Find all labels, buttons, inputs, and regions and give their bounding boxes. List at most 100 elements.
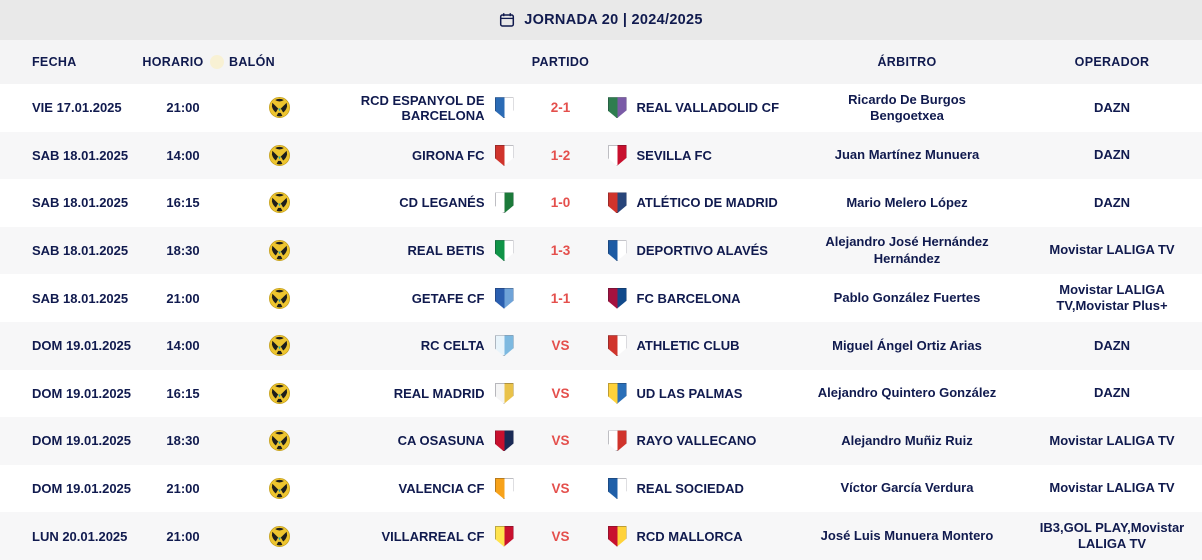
fixture-row[interactable]: LUN 20.01.2025 21:00 VILLARREAL CF VS RC… (0, 512, 1202, 560)
referee-name: Ricardo De Burgos Bengoetxea (848, 91, 966, 123)
fixture-row[interactable]: DOM 19.01.2025 14:00 RC CELTA VS ATHLETI… (0, 321, 1202, 370)
match-time: 16:15 (166, 385, 200, 401)
away-team-name: DEPORTIVO ALAVÉS (636, 243, 768, 259)
away-team-link[interactable]: UD LAS PALMAS (607, 382, 793, 404)
away-team-crest-icon (607, 335, 627, 357)
match-time: 21:00 (166, 100, 200, 116)
fixture-row[interactable]: SAB 18.01.2025 18:30 REAL BETIS 1-3 DEPO… (0, 226, 1202, 275)
home-team-link[interactable]: VALENCIA CF (329, 478, 514, 500)
match-date: LUN 20.01.2025 (32, 528, 128, 544)
away-team-link[interactable]: REAL SOCIEDAD (607, 478, 793, 500)
matchball-icon (268, 144, 290, 166)
away-team-crest-icon (607, 478, 627, 500)
referee-name: Alejandro Muñiz Ruiz (841, 432, 973, 448)
referee-name: Víctor García Verdura (840, 480, 974, 496)
match-cell: VILLARREAL CF VS RCD MALLORCA (329, 525, 793, 547)
table-header-row: FECHA HORARIO BALÓN PARTIDO ÁRBITRO OPER… (0, 40, 1202, 84)
away-team-link[interactable]: ATLÉTICO DE MADRID (607, 192, 793, 214)
header-balon: BALÓN (229, 55, 275, 69)
match-result: VS (551, 481, 570, 497)
away-team-name: RAYO VALLECANO (636, 433, 757, 449)
away-team-name: RCD MALLORCA (636, 528, 743, 544)
home-team-crest-icon (494, 335, 514, 357)
match-cell: CA OSASUNA VS RAYO VALLECANO (329, 430, 793, 452)
operator-name: Movistar LALIGA TV (1049, 242, 1175, 258)
home-team-link[interactable]: RC CELTA (329, 335, 514, 357)
away-team-name: FC BARCELONA (636, 290, 741, 306)
faded-ball-icon (209, 55, 224, 69)
fixture-row[interactable]: DOM 19.01.2025 18:30 CA OSASUNA VS RAYO … (0, 417, 1202, 465)
home-team-link[interactable]: VILLARREAL CF (329, 525, 514, 547)
matchball-icon (268, 240, 290, 262)
away-team-link[interactable]: DEPORTIVO ALAVÉS (607, 240, 793, 262)
match-date: DOM 19.01.2025 (32, 338, 132, 354)
match-cell: REAL MADRID VS UD LAS PALMAS (329, 382, 793, 404)
match-time: 14:00 (166, 338, 200, 354)
match-result: 1-2 (550, 147, 571, 163)
match-date: DOM 19.01.2025 (32, 481, 132, 497)
operator-name: Movistar LALIGA TV (1049, 432, 1175, 448)
away-team-link[interactable]: RCD MALLORCA (607, 525, 793, 547)
away-team-link[interactable]: FC BARCELONA (607, 287, 793, 309)
away-team-crest-icon (607, 240, 627, 262)
away-team-link[interactable]: RAYO VALLECANO (607, 430, 793, 452)
match-time: 21:00 (166, 290, 200, 306)
fixture-row[interactable]: DOM 19.01.2025 16:15 REAL MADRID VS UD L… (0, 369, 1202, 418)
home-team-link[interactable]: RCD ESPANYOL DE BARCELONA (329, 93, 514, 123)
home-team-link[interactable]: REAL BETIS (329, 240, 514, 262)
home-team-link[interactable]: CD LEGANÉS (329, 192, 514, 214)
away-team-name: REAL SOCIEDAD (636, 481, 744, 497)
away-team-name: ATLÉTICO DE MADRID (636, 195, 778, 211)
home-team-crest-icon (494, 525, 514, 547)
away-team-link[interactable]: REAL VALLADOLID CF (607, 97, 793, 119)
matchball-icon (268, 430, 290, 452)
match-time: 14:00 (166, 147, 200, 163)
home-team-link[interactable]: GIRONA FC (329, 144, 514, 166)
away-team-link[interactable]: SEVILLA FC (607, 144, 793, 166)
match-time: 21:00 (166, 528, 200, 544)
operator-name: DAZN (1093, 147, 1131, 163)
fixture-row[interactable]: SAB 18.01.2025 14:00 GIRONA FC 1-2 SEVIL… (0, 131, 1202, 180)
referee-name: José Luis Munuera Montero (820, 528, 994, 544)
away-team-name: SEVILLA FC (636, 147, 712, 163)
fixture-row[interactable]: SAB 18.01.2025 16:15 CD LEGANÉS 1-0 ATLÉ… (0, 179, 1202, 227)
match-date: SAB 18.01.2025 (32, 243, 129, 259)
home-team-link[interactable]: GETAFE CF (329, 287, 514, 309)
match-date: SAB 18.01.2025 (32, 147, 129, 163)
operator-name: DAZN (1093, 385, 1131, 401)
home-team-crest-icon (494, 287, 514, 309)
match-date: VIE 17.01.2025 (32, 100, 122, 116)
home-team-link[interactable]: REAL MADRID (329, 382, 514, 404)
fixture-row[interactable]: SAB 18.01.2025 21:00 GETAFE CF 1-1 FC BA… (0, 274, 1202, 322)
home-team-crest-icon (494, 97, 514, 119)
referee-name: Alejandro José Hernández Hernández (825, 234, 989, 266)
calendar-icon (500, 13, 515, 27)
fixture-list: VIE 17.01.2025 21:00 RCD ESPANYOL DE BAR… (0, 84, 1202, 560)
operator-name: DAZN (1093, 99, 1131, 115)
match-result: 1-1 (550, 290, 571, 306)
matchball-icon (268, 382, 290, 404)
header-arbitro: ÁRBITRO (877, 55, 937, 69)
away-team-crest-icon (607, 430, 627, 452)
match-date: DOM 19.01.2025 (32, 433, 132, 449)
matchball-icon (268, 335, 290, 357)
matchball-icon (268, 525, 290, 547)
match-time: 16:15 (166, 195, 200, 211)
match-cell: VALENCIA CF VS REAL SOCIEDAD (329, 478, 793, 500)
home-team-name: VILLARREAL CF (381, 528, 485, 544)
matchball-icon (268, 287, 290, 309)
matchball-icon (268, 97, 290, 119)
home-team-name: RC CELTA (420, 338, 485, 354)
home-team-name: RCD ESPANYOL DE BARCELONA (360, 92, 485, 123)
fixture-row[interactable]: DOM 19.01.2025 21:00 VALENCIA CF VS REAL… (0, 464, 1202, 513)
home-team-link[interactable]: CA OSASUNA (329, 430, 514, 452)
fixture-row[interactable]: VIE 17.01.2025 21:00 RCD ESPANYOL DE BAR… (0, 84, 1202, 132)
operator-name: DAZN (1093, 337, 1131, 353)
header-horario-label: HORARIO (142, 55, 204, 69)
home-team-name: CA OSASUNA (397, 433, 485, 449)
referee-name: Juan Martínez Munuera (834, 147, 980, 163)
header-horario: HORARIO (137, 55, 229, 69)
away-team-link[interactable]: ATHLETIC CLUB (607, 335, 793, 357)
referee-name: Pablo González Fuertes (833, 290, 981, 306)
